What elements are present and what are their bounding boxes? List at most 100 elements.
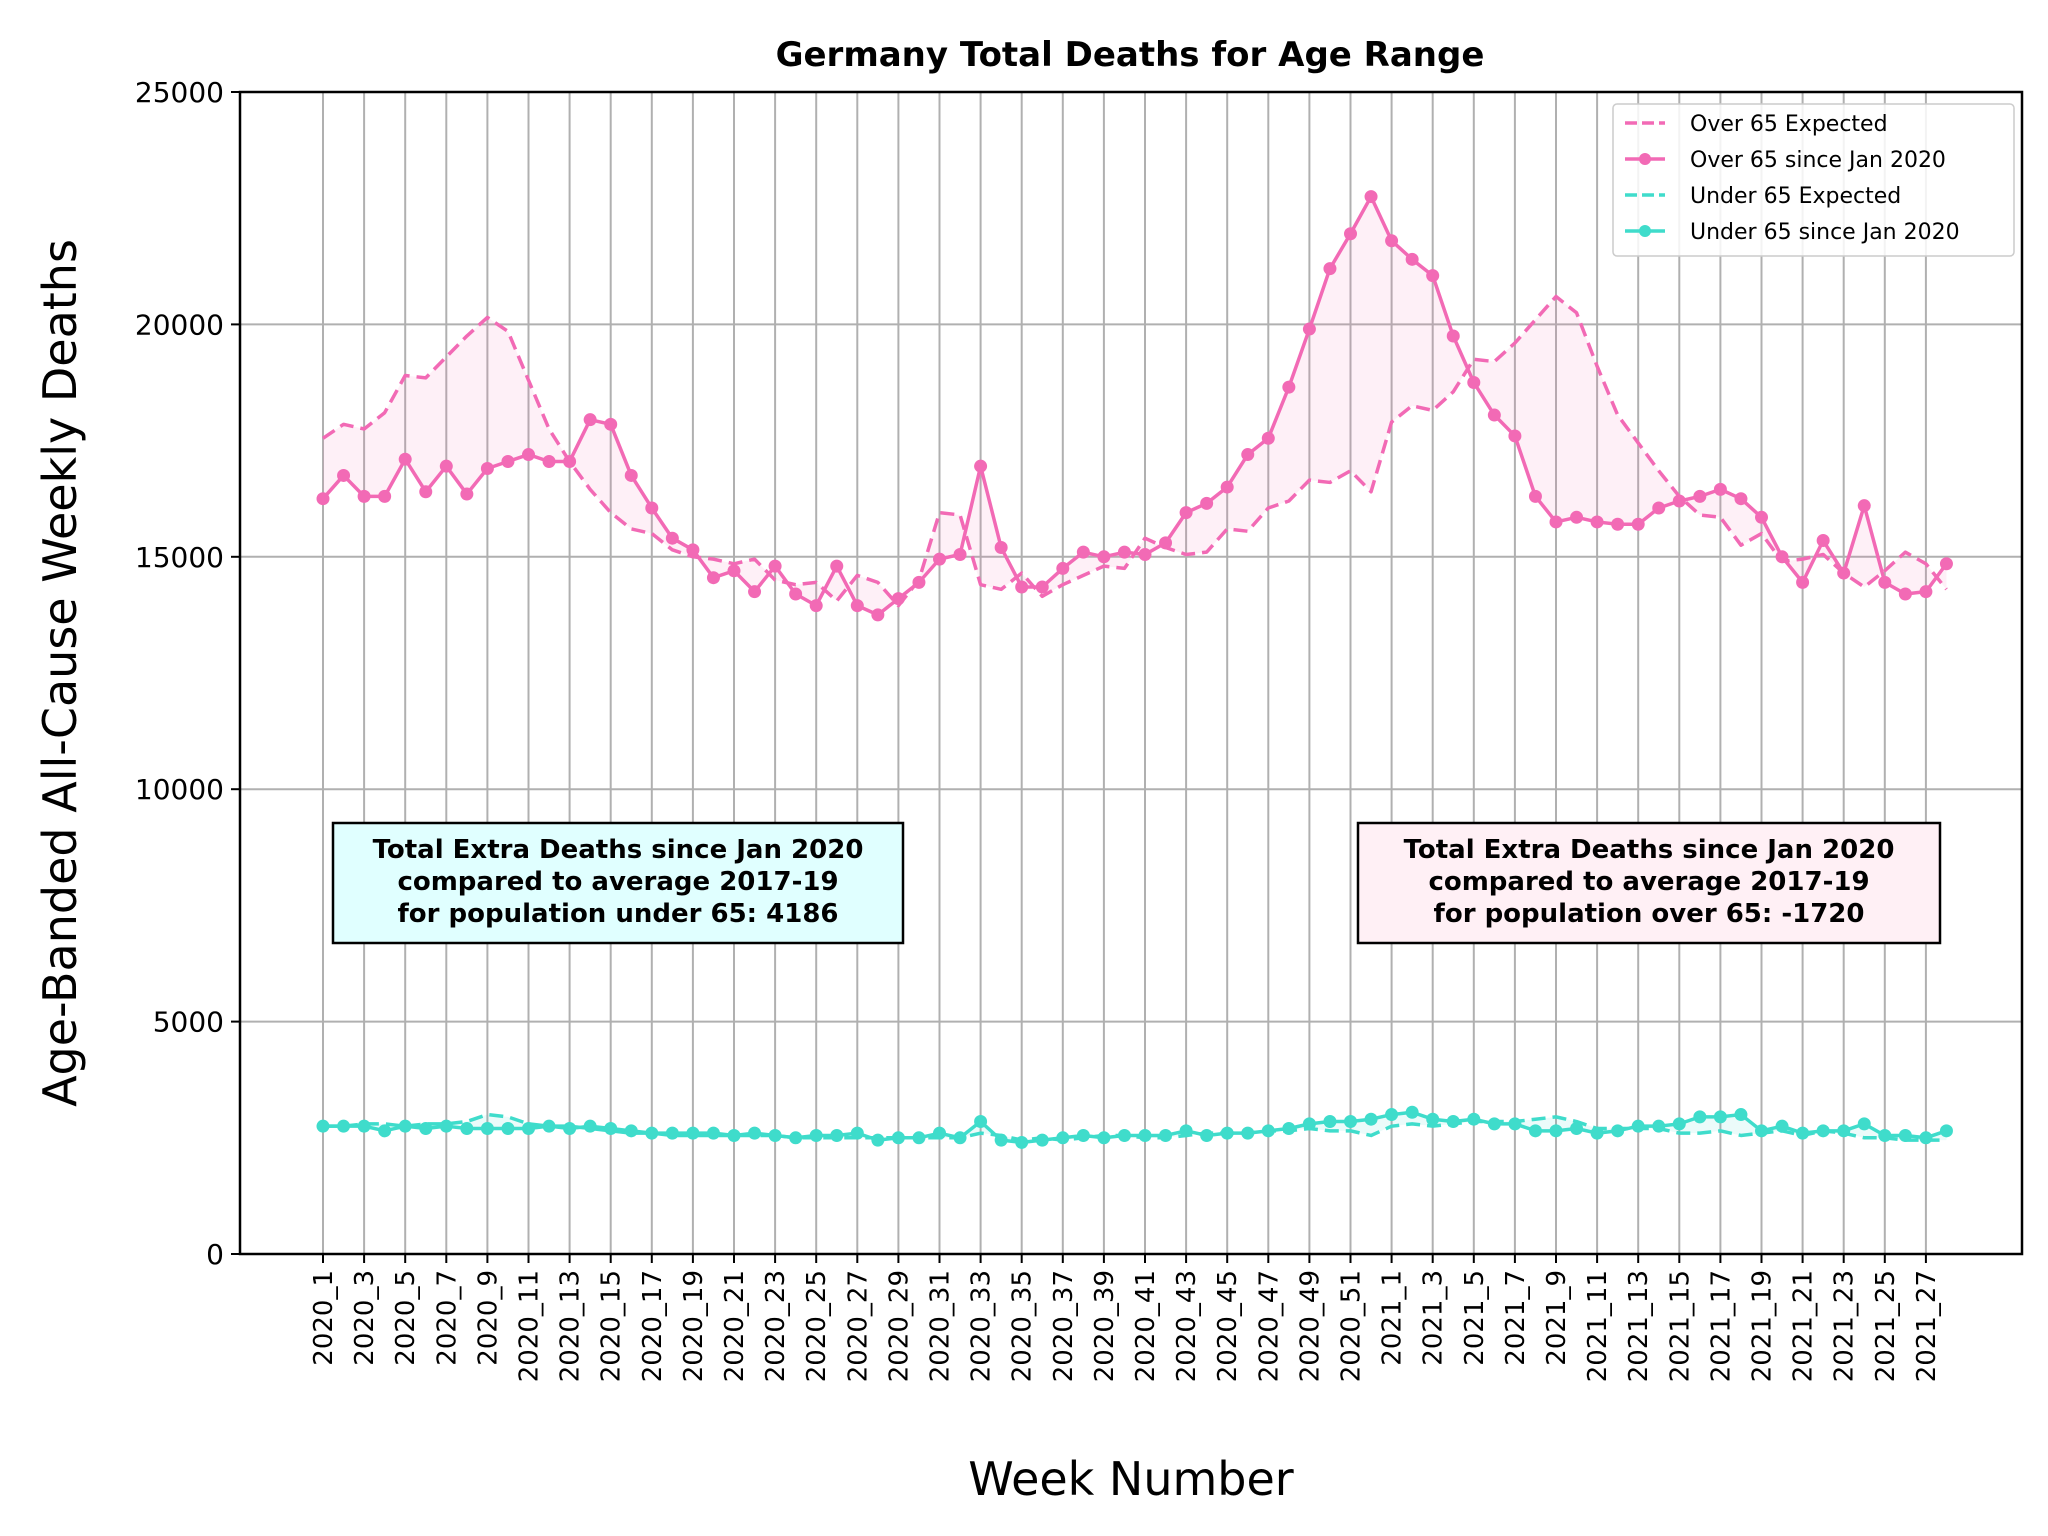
data-point	[645, 1126, 659, 1140]
x-tick-label: 2021_27	[1912, 1270, 1942, 1382]
x-tick-label: 2021_25	[1871, 1270, 1901, 1382]
data-point	[1570, 1122, 1584, 1136]
data-point	[1241, 1126, 1255, 1140]
x-tick-label: 2021_23	[1830, 1270, 1860, 1382]
data-point	[624, 468, 638, 482]
data-point	[1611, 517, 1625, 531]
data-point	[604, 417, 618, 431]
data-point	[501, 1122, 515, 1136]
data-point	[1364, 1112, 1378, 1126]
x-tick-label: 2020_3	[350, 1270, 380, 1366]
data-point	[1302, 1117, 1316, 1131]
data-point	[583, 1119, 597, 1133]
data-point	[1713, 482, 1727, 496]
data-point	[1528, 489, 1542, 503]
legend: Over 65 Expected Over 65 since Jan 2020 Un…	[1612, 103, 2015, 257]
x-tick-label: 2020_23	[761, 1270, 791, 1382]
data-point	[604, 1122, 618, 1136]
data-point	[645, 501, 659, 515]
x-tick-label: 2021_1	[1378, 1270, 1408, 1366]
data-point	[1364, 190, 1378, 204]
data-point	[1446, 1115, 1460, 1129]
data-point	[1138, 1128, 1152, 1142]
data-point	[1261, 431, 1275, 445]
data-point	[337, 1119, 351, 1133]
data-point	[1508, 429, 1522, 443]
data-point	[994, 541, 1008, 555]
annotation-text: compared to average 2017-19	[397, 867, 838, 897]
data-point	[624, 1124, 638, 1138]
data-point	[1200, 1128, 1214, 1142]
legend-label: Under 65 since Jan 2020	[1690, 220, 1960, 245]
data-point	[378, 1124, 392, 1138]
annotation-text: Total Extra Deaths since Jan 2020	[373, 835, 864, 865]
data-point	[809, 599, 823, 613]
data-point	[706, 571, 720, 585]
data-point	[1179, 1124, 1193, 1138]
data-point	[871, 1133, 885, 1147]
data-point	[1467, 376, 1481, 389]
data-point	[1076, 1128, 1090, 1142]
data-point	[1323, 1115, 1337, 1129]
data-point	[1549, 515, 1563, 529]
data-point	[357, 1119, 371, 1133]
data-point	[1035, 580, 1049, 594]
data-point	[1652, 1119, 1666, 1133]
data-point	[1816, 534, 1830, 548]
data-point	[1713, 1110, 1727, 1124]
x-tick-label: 2020_29	[884, 1270, 914, 1382]
data-point	[1652, 501, 1666, 515]
data-point	[686, 1126, 700, 1140]
data-point	[1857, 1117, 1871, 1131]
data-point	[1241, 448, 1255, 462]
data-point	[1919, 585, 1933, 599]
data-point	[1796, 1126, 1810, 1140]
data-point	[1159, 536, 1173, 550]
data-point	[1611, 1124, 1625, 1138]
data-point	[316, 492, 330, 506]
data-point	[1015, 1135, 1029, 1149]
annotation-box-over-65	[1356, 821, 1942, 945]
data-point	[974, 1115, 988, 1129]
x-tick-label: 2020_45	[1213, 1270, 1243, 1382]
data-point	[1323, 262, 1337, 276]
data-point	[1487, 408, 1501, 422]
data-point	[850, 1126, 864, 1140]
data-point	[460, 1122, 474, 1136]
x-tick-label: 2020_31	[926, 1270, 956, 1382]
data-point	[1344, 227, 1357, 241]
data-point	[953, 547, 967, 561]
y-tick-label: 15000	[135, 541, 224, 574]
x-tick-label: 2020_43	[1172, 1270, 1202, 1382]
data-point	[480, 1122, 494, 1136]
annotation-text: for population under 65: 4186	[398, 899, 839, 929]
data-point	[1939, 1124, 1953, 1138]
data-point	[974, 459, 988, 473]
data-point	[1734, 492, 1748, 506]
data-point	[1056, 561, 1070, 575]
x-tick-label: 2020_1	[309, 1270, 339, 1366]
annotations: Total Extra Deaths since Jan 2020compare…	[331, 821, 1942, 945]
data-point	[522, 448, 535, 462]
data-point	[748, 585, 762, 599]
x-tick-label: 2021_17	[1706, 1270, 1736, 1382]
data-point	[1344, 1115, 1357, 1129]
data-point	[665, 531, 679, 545]
data-point	[1035, 1133, 1049, 1147]
data-point	[563, 1122, 577, 1136]
data-point	[460, 487, 474, 501]
y-axis: 0 5000 10000 15000 20000 25000	[135, 76, 240, 1271]
data-point	[563, 455, 577, 469]
data-point	[953, 1131, 967, 1145]
data-point	[1857, 499, 1871, 513]
data-point	[1898, 587, 1912, 601]
data-point	[665, 1126, 679, 1140]
data-point	[830, 559, 844, 573]
data-point	[1919, 1131, 1933, 1145]
data-point	[871, 608, 885, 622]
data-point	[316, 1119, 330, 1133]
data-point	[480, 461, 494, 475]
data-point	[686, 543, 700, 557]
data-point	[768, 559, 782, 573]
data-point	[542, 455, 556, 469]
